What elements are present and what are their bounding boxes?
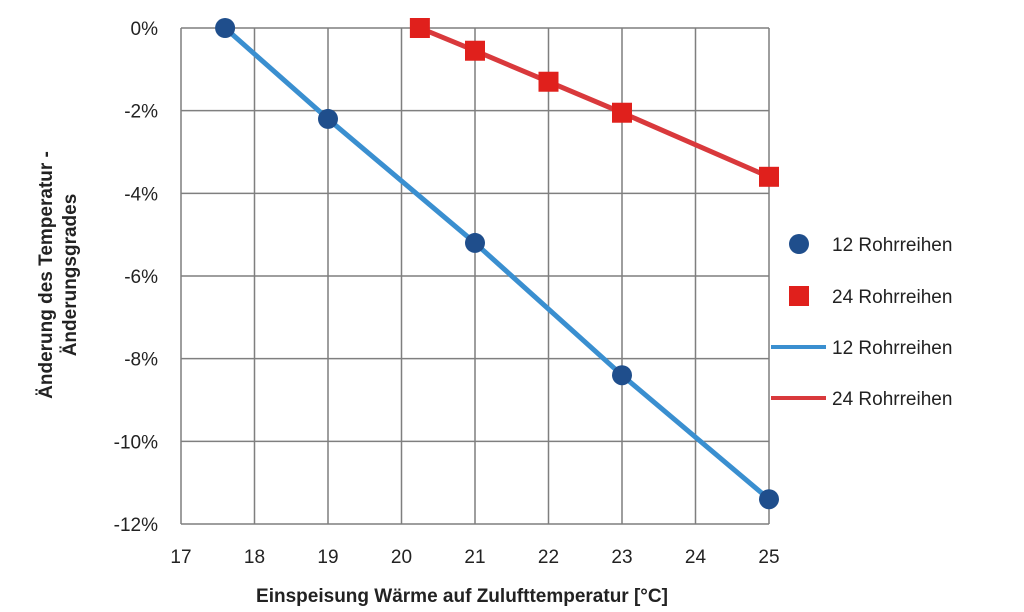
x-tick-label: 24 (685, 547, 707, 568)
y-tick-label: -8% (124, 350, 158, 371)
legend-label: 24 Rohrreihen (832, 389, 952, 410)
x-tick-label: 22 (538, 547, 559, 568)
legend-label: 24 Rohrreihen (832, 287, 952, 308)
y-tick-label: -2% (124, 102, 158, 123)
series-lines (223, 25, 771, 502)
legend-item: 12 Rohrreihen (789, 234, 952, 256)
y-axis-title-line-1: Änderung des Temperatur - (36, 151, 57, 399)
x-tick-label: 19 (317, 547, 338, 568)
y-tick-label: -4% (124, 184, 158, 205)
data-point-square (465, 40, 485, 61)
data-point-square (612, 102, 632, 123)
grid (180, 27, 770, 525)
data-point-circle (318, 108, 338, 129)
data-point-circle (465, 232, 485, 253)
y-axis-ticks: 0% -2% -4% -6% -8% -10% -12% (114, 19, 158, 536)
legend-item: 24 Rohrreihen (789, 286, 952, 308)
data-point-square (759, 166, 779, 187)
data-point-square (538, 71, 559, 92)
y-tick-label: -6% (124, 267, 158, 288)
x-tick-label: 25 (758, 547, 779, 568)
data-point-square (409, 18, 430, 38)
y-tick-label: 0% (131, 19, 159, 40)
data-point-circle (612, 365, 632, 386)
series-markers (215, 18, 779, 510)
series-line-0 (223, 26, 771, 502)
x-tick-label: 18 (244, 547, 265, 568)
legend-item: 12 Rohrreihen (771, 338, 952, 359)
y-tick-label: -10% (114, 432, 158, 453)
x-tick-label: 17 (170, 547, 191, 568)
legend-label: 12 Rohrreihen (832, 235, 952, 256)
legend-item: 24 Rohrreihen (771, 389, 952, 410)
x-tick-label: 20 (391, 547, 412, 568)
legend-square-icon (789, 286, 809, 306)
legend-circle-icon (789, 234, 809, 254)
x-axis-ticks: 17 18 19 20 21 22 23 24 25 (170, 547, 779, 568)
x-axis-title: Einspeisung Wärme auf Zulufttemperatur [… (256, 586, 668, 607)
data-point-circle (215, 18, 236, 38)
y-axis-title: Änderung des Temperatur - Änderungsgrade… (36, 151, 81, 399)
y-axis-title-line-2: Änderungsgrades (60, 194, 81, 357)
data-point-circle (759, 489, 779, 510)
x-tick-label: 23 (611, 547, 632, 568)
legend: 12 Rohrreihen 24 Rohrreihen 12 Rohrreihen 2… (771, 234, 952, 410)
legend-label: 12 Rohrreihen (832, 338, 952, 359)
x-tick-label: 21 (464, 547, 485, 568)
y-tick-label: -12% (114, 515, 158, 536)
